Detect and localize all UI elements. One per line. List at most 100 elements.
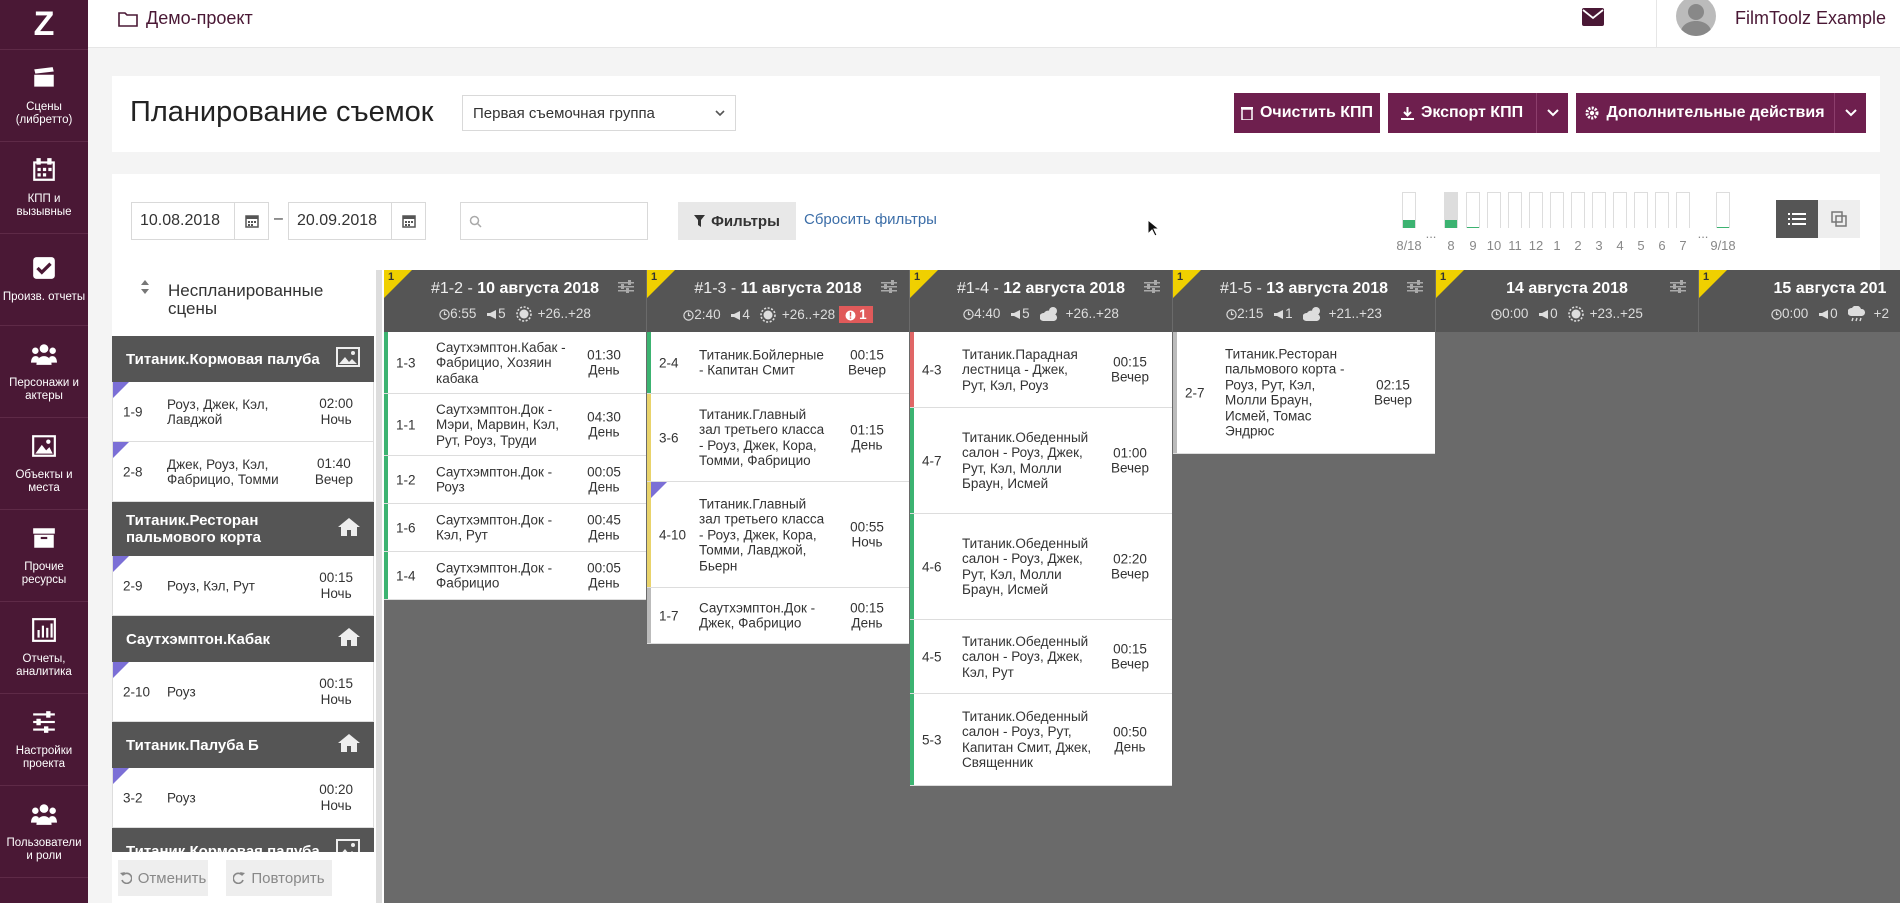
- filters-label: Фильтры: [711, 212, 780, 230]
- day-column[interactable]: 1 #1-5 - 13 августа 2018 2:15 1 +21..+23 2-7…: [1173, 270, 1435, 454]
- unplanned-scene-card[interactable]: 3-2 Роуз 00:20 Ночь: [112, 768, 374, 828]
- sidebar-item-settings[interactable]: Настройки проекта: [0, 694, 88, 786]
- export-schedule-button[interactable]: Экспорт КПП: [1388, 93, 1568, 133]
- day-column[interactable]: 1 #1-3 - 11 августа 2018 2:40 4 +26..+28 1 2-…: [647, 270, 909, 644]
- unplanned-scrollbar[interactable]: [376, 270, 382, 903]
- scheduled-scene-card[interactable]: 2-4 Титаник.Бойлерные - Капитан Смит 00:15…: [647, 332, 909, 394]
- mini-day-bar[interactable]: [1571, 192, 1585, 228]
- unplanned-scene-card[interactable]: 1-9 Роуз, Джек, Кэл, Лавджой 02:00 Ночь: [112, 382, 374, 442]
- calendar-icon[interactable]: [391, 203, 425, 239]
- day-scene-count: 0: [1830, 306, 1838, 321]
- scheduled-scene-card[interactable]: 1-2 Саутхэмптон.Док - Роуз 00:05 День: [384, 456, 646, 504]
- search-input[interactable]: [460, 202, 648, 240]
- sidebar-item-locations[interactable]: Объекты и места: [0, 418, 88, 510]
- mini-day-label: ...: [1697, 226, 1709, 241]
- location-group-header[interactable]: Титаник.Кормовая палуба: [112, 336, 374, 382]
- scheduled-scene-card[interactable]: 1-4 Саутхэмптон.Док - Фабрицио 00:05 День: [384, 552, 646, 600]
- sidebar-item-schedule[interactable]: КПП и вызывные: [0, 142, 88, 234]
- day-settings-icon[interactable]: [1144, 280, 1160, 294]
- day-flag: [1699, 270, 1727, 298]
- scheduled-scene-card[interactable]: 5-3 Титаник.Обеденный салон - Роуз, Рут, …: [910, 694, 1172, 786]
- day-warning-badge[interactable]: 1: [839, 306, 873, 323]
- sidebar-item-resources[interactable]: Прочие ресурсы: [0, 510, 88, 602]
- mini-day-bar[interactable]: [1634, 192, 1648, 228]
- scene-status-bar: [647, 588, 651, 643]
- location-group-header[interactable]: Саутхэмптон.Кабак: [112, 616, 374, 662]
- project-link[interactable]: Демо-проект: [118, 8, 253, 29]
- unplanned-scene-card[interactable]: 2-8 Джек, Роуз, Кэл, Фабрицио, Томми 01:40…: [112, 442, 374, 502]
- export-dropdown-toggle[interactable]: [1536, 93, 1568, 133]
- day-settings-icon[interactable]: [1407, 280, 1423, 294]
- undo-button[interactable]: Отменить: [118, 860, 208, 896]
- date-to-field[interactable]: 20.09.2018: [288, 202, 426, 240]
- mail-icon[interactable]: [1582, 8, 1604, 26]
- reset-filters-link[interactable]: Сбросить фильтры: [804, 211, 937, 228]
- mini-day-bar[interactable]: [1592, 192, 1606, 228]
- redo-button[interactable]: Повторить: [226, 860, 332, 896]
- scheduled-scene-card[interactable]: 1-1 Саутхэмптон.Док - Мэри, Марвин, Кэл, …: [384, 394, 646, 456]
- group-select[interactable]: Первая съемочная группа: [462, 95, 736, 131]
- sidebar-item-scenes[interactable]: Сцены (либретто): [0, 50, 88, 142]
- mini-day-bar[interactable]: [1550, 192, 1564, 228]
- sidebar-item-users[interactable]: Пользователи и роли: [0, 786, 88, 878]
- day-header[interactable]: 1 #1-5 - 13 августа 2018 2:15 1 +21..+23: [1173, 270, 1435, 332]
- location-group-header[interactable]: Титаник.Палуба Б: [112, 722, 374, 768]
- scene-status-bar: [647, 332, 651, 393]
- scheduled-scene-card[interactable]: 4-7 Титаник.Обеденный салон - Роуз, Джек,…: [910, 408, 1172, 514]
- scene-number: 1-3: [396, 354, 416, 370]
- day-settings-icon[interactable]: [618, 280, 634, 294]
- scheduled-scene-card[interactable]: 1-7 Саутхэмптон.Док - Джек, Фабрицио 00:15…: [647, 588, 909, 644]
- more-actions-button[interactable]: Дополнительные действия: [1576, 93, 1866, 133]
- day-settings-icon[interactable]: [1670, 280, 1686, 294]
- sort-icon[interactable]: [140, 280, 150, 294]
- scheduled-scene-card[interactable]: 2-7 Титаник.Ресторан пальмового корта - Р…: [1173, 332, 1435, 454]
- sidebar-item-characters[interactable]: Персонажи и актеры: [0, 326, 88, 418]
- scheduled-scene-card[interactable]: 4-3 Титаник.Парадная лестница - Джек, Рут…: [910, 332, 1172, 408]
- mini-day-bar[interactable]: [1676, 192, 1690, 228]
- mini-day-bar[interactable]: [1529, 192, 1543, 228]
- sidebar-item-reports[interactable]: Произв. отчеты: [0, 234, 88, 326]
- day-header[interactable]: 1 #1-4 - 12 августа 2018 4:40 5 +26..+28: [910, 270, 1172, 332]
- mini-day-bar[interactable]: [1613, 192, 1627, 228]
- day-header[interactable]: 1 14 августа 2018 0:00 0 +23..+25: [1436, 270, 1698, 332]
- day-column[interactable]: 1 #1-2 - 10 августа 2018 6:55 5 +26..+28 1-3…: [384, 270, 646, 600]
- mini-day-bar[interactable]: [1402, 192, 1416, 228]
- clear-schedule-button[interactable]: Очистить КПП: [1234, 93, 1380, 133]
- mini-day-bar[interactable]: [1508, 192, 1522, 228]
- board-view-button[interactable]: [1818, 200, 1860, 238]
- app-logo[interactable]: Z: [0, 0, 88, 50]
- day-header[interactable]: 1 #1-2 - 10 августа 2018 6:55 5 +26..+28: [384, 270, 646, 332]
- day-column[interactable]: 1 #1-4 - 12 августа 2018 4:40 5 +26..+28 4-3…: [910, 270, 1172, 786]
- mini-day-bar[interactable]: [1716, 192, 1730, 228]
- unplanned-scene-card[interactable]: 2-9 Роуз, Кэл, Рут 00:15 Ночь: [112, 556, 374, 616]
- scene-daypart: День: [588, 575, 620, 591]
- more-actions-dropdown-toggle[interactable]: [1834, 93, 1866, 133]
- alert-icon: [845, 310, 856, 321]
- mini-day-bar[interactable]: [1487, 192, 1501, 228]
- calendar-icon[interactable]: [234, 203, 268, 239]
- day-header[interactable]: 1 15 августа 201 0:00 0 +2: [1699, 270, 1900, 332]
- mini-day-bar[interactable]: [1466, 192, 1480, 228]
- avatar[interactable]: [1676, 0, 1716, 36]
- day-settings-icon[interactable]: [881, 280, 897, 294]
- scheduled-scene-card[interactable]: 1-6 Саутхэмптон.Док - Кэл, Рут 00:45 День: [384, 504, 646, 552]
- mini-day-bar[interactable]: [1655, 192, 1669, 228]
- chevron-down-icon: [715, 110, 725, 117]
- scheduled-scene-card[interactable]: 1-3 Саутхэмптон.Кабак - Фабрицио, Хозяин …: [384, 332, 646, 394]
- scheduled-scene-card[interactable]: 4-5 Титаник.Обеденный салон - Роуз, Джек,…: [910, 620, 1172, 694]
- filters-button[interactable]: Фильтры: [678, 202, 796, 240]
- list-view-button[interactable]: [1776, 200, 1818, 238]
- day-header[interactable]: 1 #1-3 - 11 августа 2018 2:40 4 +26..+28 1: [647, 270, 909, 332]
- sidebar-item-analytics[interactable]: Отчеты, аналитика: [0, 602, 88, 694]
- scheduled-scene-card[interactable]: 3-6 Титаник.Главный зал третьего класса -…: [647, 394, 909, 482]
- day-column[interactable]: 1 14 августа 2018 0:00 0 +23..+25: [1436, 270, 1698, 332]
- location-group-header[interactable]: Титаник.Ресторан пальмового корта: [112, 502, 374, 556]
- scheduled-scene-card[interactable]: 4-6 Титаник.Обеденный салон - Роуз, Джек,…: [910, 514, 1172, 620]
- scene-number: 1-9: [123, 404, 143, 419]
- unplanned-scene-card[interactable]: 2-10 Роуз 00:15 Ночь: [112, 662, 374, 722]
- username[interactable]: FilmToolz Example: [1735, 8, 1887, 28]
- date-from-field[interactable]: 10.08.2018: [131, 202, 269, 240]
- scheduled-scene-card[interactable]: 4-10 Титаник.Главный зал третьего класса …: [647, 482, 909, 588]
- mini-day-bar[interactable]: [1444, 192, 1458, 228]
- day-column[interactable]: 1 15 августа 201 0:00 0 +2: [1699, 270, 1900, 332]
